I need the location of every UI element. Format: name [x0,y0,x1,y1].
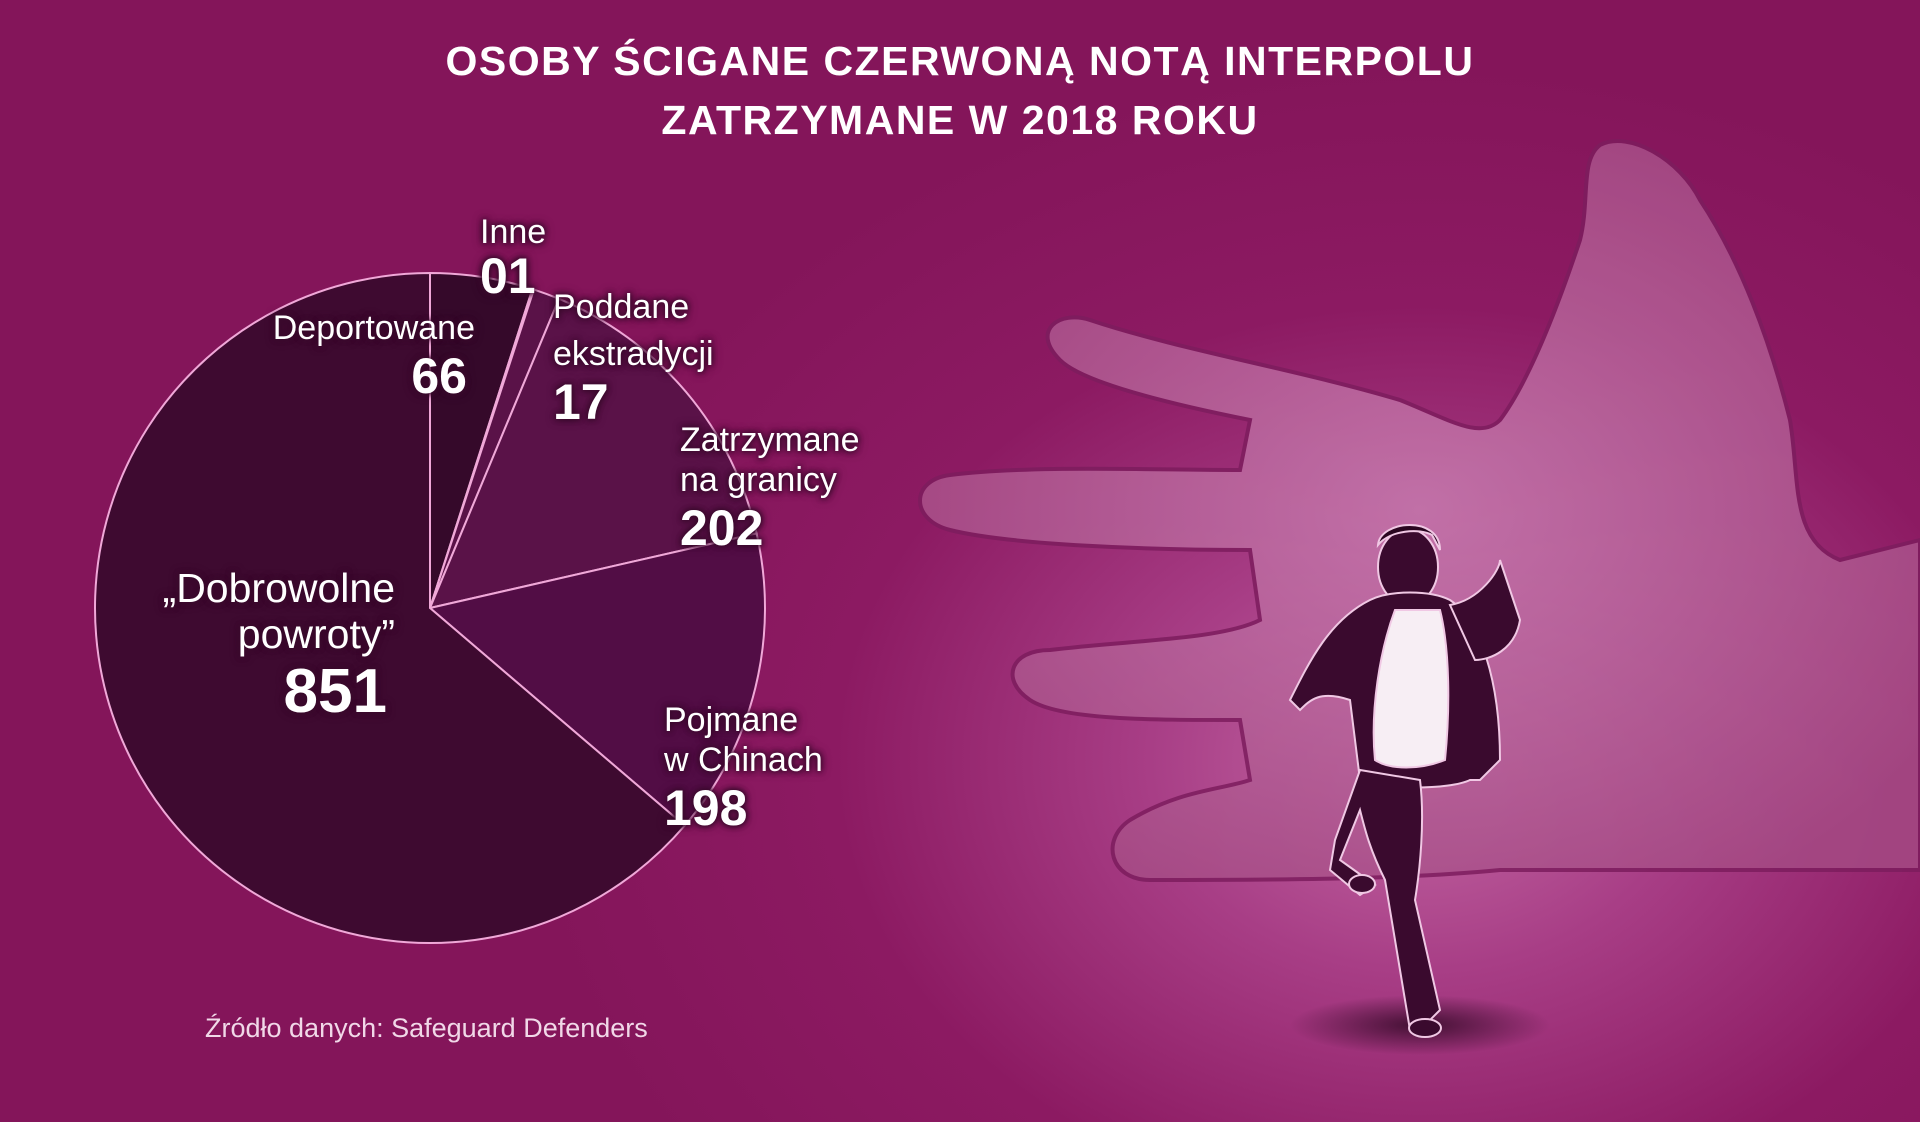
label-dobrowolne-name-1: „Dobrowolne [162,565,395,611]
label-zatrzymane-name-1: Zatrzymane [680,421,860,459]
title-line-2: ZATRZYMANE W 2018 ROKU [661,97,1259,143]
label-zatrzymane-value: 202 [680,500,764,556]
label-poddane-name-1: Poddane [553,288,690,326]
slice-pojmane [427,532,766,828]
running-man [1288,524,1522,1038]
slice-zatrzymane [428,297,758,610]
label-dobrowolne-name-2: powroty” [237,611,395,657]
label-pojmane-name-1: Pojmane [664,701,799,739]
chart-title: OSOBY ŚCIGANE CZERWONĄ NOTĄ INTERPOLU ZA… [0,32,1920,150]
label-dobrowolne-value: 851 [283,657,387,726]
label-poddane-name-2: ekstradycji [553,335,714,373]
label-inne-value: 01 [480,248,536,304]
title-line-1: OSOBY ŚCIGANE CZERWONĄ NOTĄ INTERPOLU [445,38,1475,84]
label-pojmane-value: 198 [664,780,748,836]
label-zatrzymane: Zatrzymane na granicy 202 [680,420,860,556]
label-pojmane-name-2: w Chinach [664,741,823,779]
hand-shape [918,139,1920,883]
label-poddane: Poddane ekstradycji 17 [553,287,714,430]
label-pojmane: Pojmane w Chinach 198 [664,700,823,836]
label-zatrzymane-name-2: na granicy [680,461,837,499]
label-inne-name: Inne [480,213,547,251]
label-poddane-value: 17 [553,374,609,430]
label-deportowane: Deportowane 66 [240,308,475,404]
label-deportowane-value: 66 [411,348,467,404]
slice-dobrowolne [94,271,687,944]
label-dobrowolne: „Dobrowolne powroty” 851 [80,565,395,727]
label-inne: Inne 01 [480,212,546,304]
label-deportowane-name: Deportowane [272,309,475,347]
source-note: Źródło danych: Safeguard Defenders [205,1013,648,1043]
